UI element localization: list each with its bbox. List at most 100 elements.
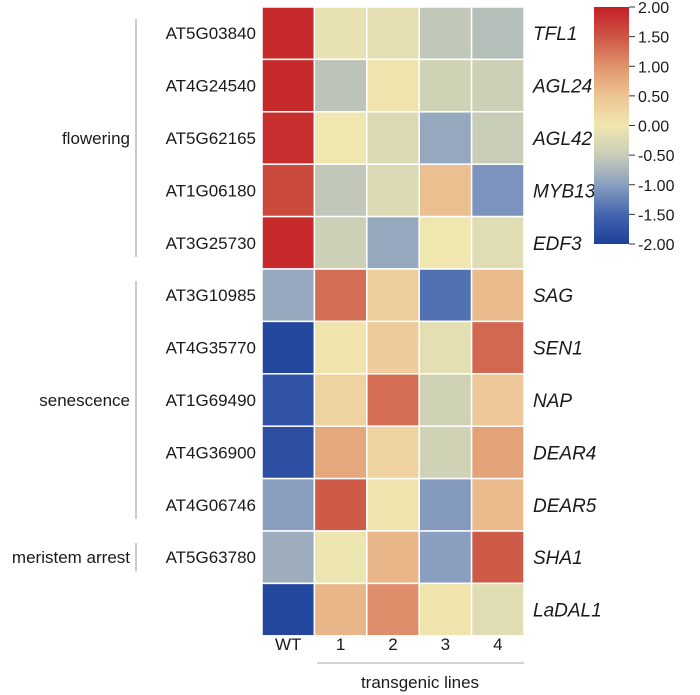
row-id-label: AT4G24540 (166, 77, 256, 96)
row-id-label: AT1G69490 (166, 391, 256, 410)
row-id-label: AT3G10985 (166, 286, 256, 305)
gene-label: SEN1 (533, 339, 583, 360)
heatmap-cell (470, 477, 525, 532)
gene-label: MYB13 (533, 181, 596, 202)
heatmap-cell (470, 425, 525, 480)
heatmap-cell (470, 6, 525, 61)
gene-label: NAP (533, 391, 572, 412)
heatmap-cells (261, 6, 525, 637)
gene-label: AGL42 (532, 129, 593, 150)
heatmap-cell (418, 268, 473, 323)
heatmap-cell (261, 215, 316, 270)
heatmap-cell (366, 582, 420, 637)
column-label: 3 (441, 635, 450, 654)
gene-label: DEAR4 (533, 443, 596, 464)
heatmap-cell (418, 215, 473, 270)
gene-label: SAG (533, 286, 573, 307)
heatmap-cell (418, 530, 473, 585)
gene-label: LaDAL1 (533, 601, 602, 622)
x-axis-label: transgenic lines (361, 673, 479, 692)
heatmap-cell (470, 111, 525, 165)
heatmap-cell (366, 320, 420, 375)
heatmap-cell (418, 582, 473, 637)
heatmap-cell (470, 268, 525, 323)
row-id-label: AT1G06180 (166, 181, 256, 200)
gene-label: AGL24 (532, 77, 592, 98)
heatmap-cell (366, 6, 420, 61)
colorbar-tick-label: -0.50 (638, 148, 675, 165)
heatmap-cell (313, 320, 368, 375)
heatmap-cell (261, 582, 316, 637)
heatmap-cell (313, 530, 368, 585)
heatmap-cell (261, 425, 316, 480)
column-labels: WT 1 2 3 4 (275, 635, 503, 654)
heatmap-cell (313, 111, 368, 165)
colorbar-tick-label: 2.00 (638, 0, 669, 17)
row-id-label: AT4G35770 (166, 339, 256, 358)
column-label: 4 (493, 635, 502, 654)
colorbar-tick-label: 0.50 (638, 89, 669, 106)
heatmap-cell (313, 163, 368, 218)
heatmap-cell (313, 215, 368, 270)
heatmap-cell (418, 6, 473, 61)
colorbar-tick-label: 0.00 (638, 119, 669, 136)
row-id-label: AT5G63780 (166, 548, 256, 567)
heatmap-cell (313, 373, 368, 427)
heatmap-cell (418, 163, 473, 218)
heatmap-cell (470, 163, 525, 218)
heatmap-cell (470, 582, 525, 637)
heatmap-cell (470, 215, 525, 270)
heatmap-cell (366, 111, 420, 165)
heatmap-cell (261, 6, 316, 61)
row-id-labels: AT5G03840 AT4G24540 AT5G62165 AT1G06180 AT3G… (166, 24, 256, 567)
colorbar-tick-label: -1.50 (638, 207, 675, 224)
gene-label: TFL1 (533, 24, 577, 45)
heatmap-cell (366, 373, 420, 427)
group-brackets: flowering senescence meristem arrest (12, 19, 137, 572)
column-label: 1 (336, 635, 345, 654)
row-id-label: AT5G62165 (166, 129, 256, 148)
heatmap-cell (366, 477, 420, 532)
heatmap-cell (261, 477, 316, 532)
row-id-label: AT5G03840 (166, 24, 256, 43)
group-label: senescence (39, 391, 130, 410)
heatmap-cell (313, 268, 368, 323)
gene-label: DEAR5 (533, 496, 597, 517)
heatmap-cell (261, 530, 316, 585)
x-axis-group: transgenic lines (317, 662, 524, 692)
heatmap-cell (470, 373, 525, 427)
gene-label: EDF3 (533, 234, 582, 255)
heatmap-cell (470, 530, 525, 585)
heatmap-cell (418, 111, 473, 165)
heatmap-cell (366, 215, 420, 270)
heatmap-cell (261, 163, 316, 218)
heatmap-cell (366, 425, 420, 480)
colorbar-tick-label: -1.00 (638, 178, 675, 195)
heatmap-cell (418, 58, 473, 113)
group-label: flowering (62, 129, 130, 148)
colorbar (594, 7, 629, 244)
heatmap-cell (418, 425, 473, 480)
heatmap-cell (470, 320, 525, 375)
heatmap-cell (418, 373, 473, 427)
heatmap-cell (261, 320, 316, 375)
heatmap-cell (261, 58, 316, 113)
heatmap-cell (261, 373, 316, 427)
heatmap-cell (261, 268, 316, 323)
heatmap-cell (313, 582, 368, 637)
colorbar-ticks: 2.00 1.50 1.00 0.50 0.00 -0.50 -1.00 -1.50 -2.00 (629, 0, 675, 254)
heatmap-cell (366, 163, 420, 218)
colorbar-tick-label: 1.00 (638, 59, 669, 76)
heatmap-cell (313, 477, 368, 532)
heatmap-cell (313, 6, 368, 61)
heatmap-cell (418, 477, 473, 532)
row-id-label: AT3G25730 (166, 234, 256, 253)
heatmap-cell (313, 58, 368, 113)
gene-labels: TFL1 AGL24 AGL42 MYB13 EDF3 SAG SEN1 NAP DEAR4 DE… (532, 24, 602, 621)
row-id-label: AT4G06746 (166, 496, 256, 515)
heatmap-cell (313, 425, 368, 480)
column-label: 2 (388, 635, 397, 654)
group-label: meristem arrest (12, 548, 130, 567)
row-id-label: AT4G36900 (166, 443, 256, 462)
